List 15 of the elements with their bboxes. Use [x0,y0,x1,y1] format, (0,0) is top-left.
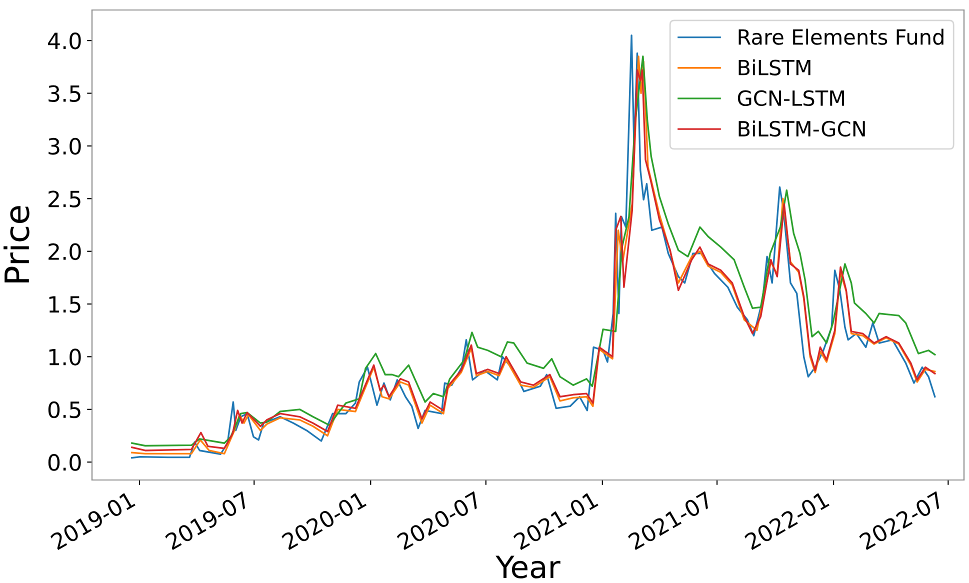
y-tick-label: 4.0 [48,32,81,50]
legend-label: Rare Elements Fund [738,28,944,45]
y-tick-label: 2.5 [48,190,80,208]
y-tick-label: 3.0 [48,138,81,155]
y-tick-label: 2.0 [48,243,81,260]
y-tick-label: 3.5 [48,85,80,102]
y-axis-title: Price [4,206,30,282]
legend-label: GCN-LSTM [738,90,844,106]
y-tick-label: 1.0 [49,348,81,366]
y-tick-label: 1.5 [49,296,80,313]
y-tick-label: 0.0 [48,454,81,471]
legend-label: BiLSTM [738,59,810,76]
legend-label: BiLSTM-GCN [738,120,865,137]
x-axis-title: Year [496,556,560,578]
y-tick-label: 0.5 [48,401,80,418]
